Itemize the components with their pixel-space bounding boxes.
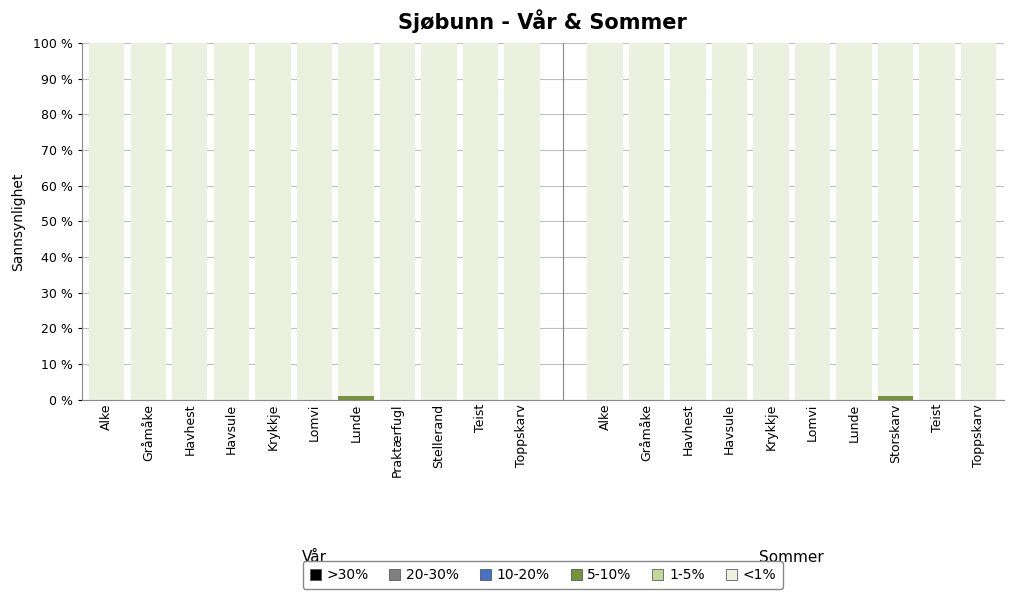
Bar (380, 43, 415, 400)
Bar (920, 43, 954, 400)
Bar (712, 43, 748, 400)
Bar (878, 396, 913, 400)
Bar (338, 43, 374, 396)
Bar (131, 43, 166, 400)
Bar (754, 43, 788, 400)
Text: Vår: Vår (302, 550, 327, 565)
Bar (837, 43, 871, 400)
Text: Sommer: Sommer (760, 550, 824, 565)
Bar (214, 43, 249, 400)
Bar (338, 396, 374, 400)
Legend: >30%, 20-30%, 10-20%, 5-10%, 1-5%, <1%: >30%, 20-30%, 10-20%, 5-10%, 1-5%, <1% (303, 561, 782, 589)
Bar (297, 43, 332, 400)
Title: Sjøbunn - Vår & Sommer: Sjøbunn - Vår & Sommer (398, 9, 687, 33)
Bar (588, 43, 623, 400)
Bar (878, 43, 913, 396)
Bar (463, 43, 498, 400)
Bar (89, 43, 125, 400)
Bar (795, 43, 830, 400)
Bar (421, 43, 457, 400)
Bar (504, 43, 540, 400)
Bar (629, 43, 665, 400)
Bar (671, 43, 706, 400)
Bar (961, 43, 996, 400)
Y-axis label: Sannsynlighet: Sannsynlighet (10, 172, 25, 271)
Bar (255, 43, 291, 400)
Bar (172, 43, 208, 400)
